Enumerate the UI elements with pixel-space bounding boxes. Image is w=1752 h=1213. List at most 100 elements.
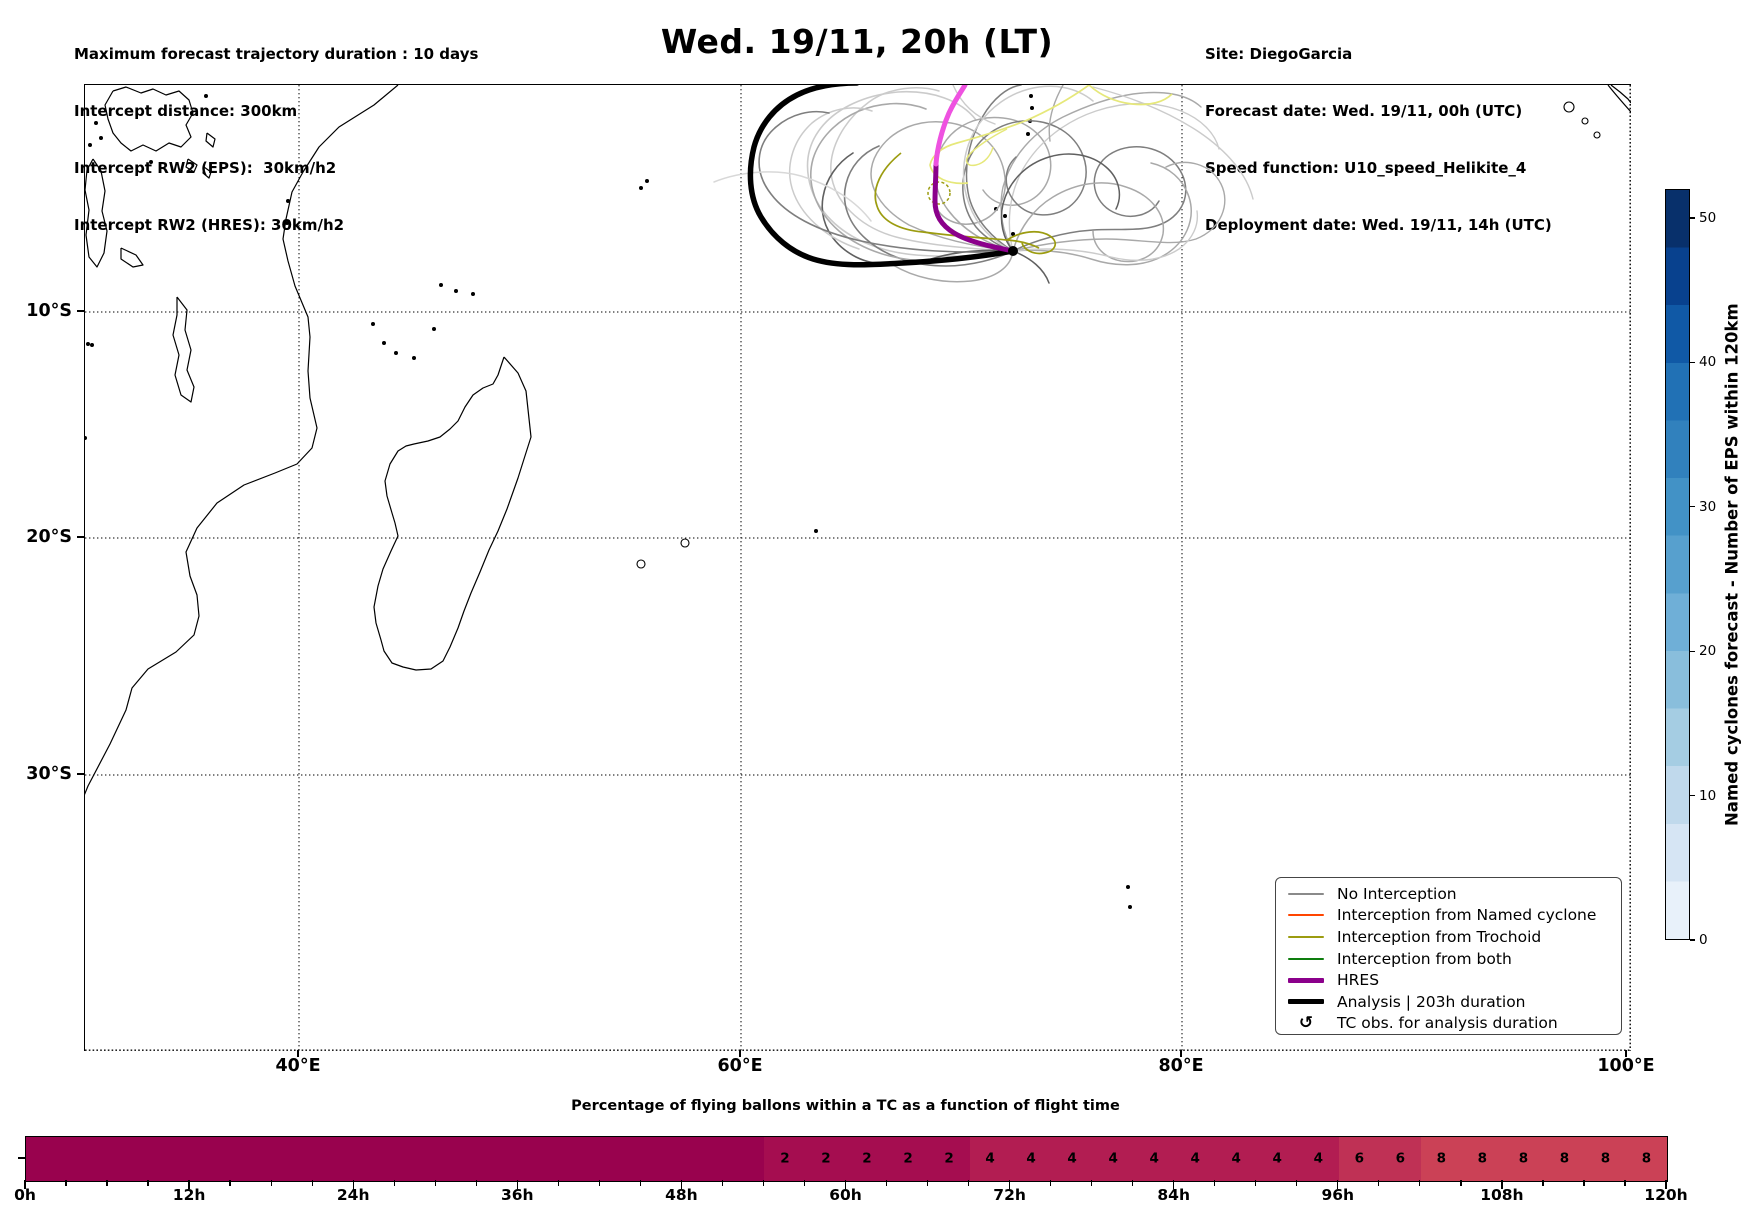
flight-bar-value: 8 — [1559, 1150, 1570, 1167]
island-dot — [382, 341, 386, 345]
header-right-block: Site: DiegoGarcia Forecast date: Wed. 19… — [1205, 7, 1552, 273]
flight-bar-tick — [1419, 1180, 1421, 1186]
island-dot — [86, 342, 90, 346]
coastline — [172, 296, 195, 403]
flight-bar-tick — [516, 1180, 518, 1189]
flight-bar-value: 4 — [1231, 1150, 1241, 1167]
map-area — [84, 84, 1631, 1051]
eps-trajectory — [965, 85, 1022, 252]
legend-line-swatch — [1288, 935, 1324, 938]
trochoid-trajectory — [1088, 85, 1173, 106]
tc-start-marker — [1008, 246, 1018, 256]
flight-bar-tick — [311, 1180, 313, 1186]
x-tick-mark — [739, 1050, 741, 1057]
legend-line-swatch — [1288, 977, 1324, 983]
legend-item: Analysis | 203h duration — [1288, 991, 1621, 1013]
trochoid-interception-trajectory — [874, 152, 1040, 249]
flight-bar-tick-label: 60h — [829, 1186, 862, 1204]
colorbar-tick-mark — [1690, 794, 1695, 797]
island-outline — [1563, 101, 1575, 113]
y-tick-mark — [77, 536, 84, 538]
eps-trajectory — [1012, 161, 1226, 252]
flight-bar-value: 8 — [1518, 1150, 1529, 1167]
flight-bar-tick — [24, 1180, 26, 1189]
island-dot — [471, 292, 475, 296]
flight-bar-value: 4 — [1272, 1150, 1282, 1167]
flight-bar-tick-label: 72h — [993, 1186, 1026, 1204]
legend-line-swatch — [1288, 957, 1324, 960]
header-left-block: Maximum forecast trajectory duration : 1… — [74, 7, 478, 273]
flight-bar-tick — [393, 1180, 395, 1186]
flight-bar-value: 2 — [944, 1150, 954, 1167]
island-outline — [680, 538, 690, 548]
flight-bar-tick — [639, 1180, 642, 1186]
flight-bar-tick — [803, 1180, 806, 1186]
island-dot — [394, 351, 398, 355]
trochoid-circle — [927, 181, 951, 205]
hres-track-upper — [933, 85, 968, 167]
analysis-track — [747, 85, 1016, 268]
flight-bar-tick-label: 108h — [1480, 1186, 1524, 1204]
island-dot — [1026, 132, 1030, 136]
legend-item: Interception from both — [1288, 948, 1621, 970]
eps-trajectory — [892, 250, 1014, 283]
flight-bar-tick — [270, 1180, 272, 1186]
island-dot — [94, 121, 98, 125]
eps-trajectory — [806, 90, 1014, 258]
coastline — [104, 86, 194, 152]
island-dot — [1029, 94, 1033, 98]
colorbar — [1665, 189, 1690, 940]
y-tick-label: 20°S — [26, 527, 72, 547]
eps-trajectory — [1048, 85, 1064, 142]
flight-bar-tick-label: 36h — [500, 1186, 534, 1204]
y-tick-label: 10°S — [26, 301, 72, 321]
flight-bar-value: 8 — [1436, 1150, 1447, 1167]
island-dot — [645, 179, 649, 183]
flight-bar-tick — [188, 1180, 190, 1189]
eps-trajectory — [713, 171, 872, 222]
flight-bar-tick-label: 84h — [1157, 1186, 1190, 1204]
flight-bar-tick — [1049, 1180, 1052, 1186]
colorbar-tick-label: 20 — [1699, 643, 1717, 660]
colorbar-tick-label: 50 — [1699, 209, 1717, 226]
eps-trajectory — [1012, 182, 1165, 263]
eps-trajectory — [870, 121, 1014, 252]
legend-item: No Interception — [1288, 883, 1621, 905]
page-title: Wed. 19/11, 20h (LT) — [660, 22, 1054, 61]
flight-bar-tick-label: 120h — [1644, 1186, 1688, 1204]
colorbar-tick-mark — [1690, 506, 1695, 508]
island-dot — [85, 436, 87, 440]
flight-bar-tick — [352, 1180, 354, 1189]
coastline — [85, 85, 399, 795]
colorbar-tick-mark — [1690, 939, 1695, 941]
flight-bar-tick — [65, 1180, 67, 1186]
flight-bar-value: 6 — [1395, 1150, 1406, 1167]
flight-bar-segment — [969, 1137, 1339, 1181]
colorbar-tick-label: 30 — [1699, 498, 1717, 515]
legend-item: HRES — [1288, 969, 1621, 991]
island-dot — [88, 143, 92, 147]
eps-trajectory — [1012, 250, 1050, 284]
flight-bar-tick — [1337, 1180, 1339, 1189]
x-tick-mark — [1180, 1050, 1182, 1057]
legend-item-label: HRES — [1337, 971, 1380, 990]
x-tick-label: 60°E — [717, 1056, 763, 1076]
flight-bar-tick-label: 96h — [1321, 1186, 1355, 1204]
flight-bar-tick — [1378, 1180, 1380, 1186]
flight-bar-value: 4 — [1190, 1150, 1200, 1167]
legend-item: Interception from Named cyclone — [1288, 905, 1621, 927]
island-dot — [1003, 214, 1007, 218]
coastline — [85, 158, 108, 268]
flight-bar-tick — [1542, 1180, 1544, 1186]
eps-trajectory — [1012, 146, 1187, 252]
island-outline — [1581, 117, 1589, 125]
flight-bar-tick — [434, 1180, 436, 1186]
header-right-line: Forecast date: Wed. 19/11, 00h (UTC) — [1205, 102, 1523, 120]
flight-bar-tick — [229, 1180, 231, 1186]
flight-bar-value: 4 — [985, 1150, 995, 1167]
legend-item: ↺ TC obs. for analysis duration — [1288, 1013, 1621, 1035]
legend-line-swatch — [1288, 892, 1324, 895]
eps-trajectory — [1092, 86, 1254, 200]
flight-bar-value: 4 — [1026, 1150, 1036, 1167]
flight-bar-tick — [885, 1180, 888, 1186]
